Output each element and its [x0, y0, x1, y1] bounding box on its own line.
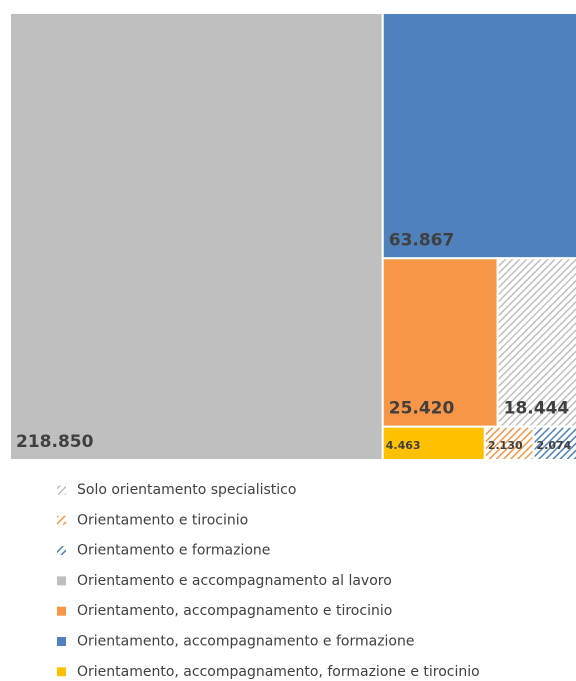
- legend-label: Orientamento, accompagnamento, formazion…: [77, 664, 480, 680]
- legend-swatch: [57, 515, 66, 525]
- value-label: 218.850: [16, 432, 94, 452]
- tile: [532, 425, 576, 462]
- legend-swatch: [57, 576, 66, 586]
- legend-swatch: [57, 485, 66, 495]
- legend-label: Solo orientamento specialistico: [77, 482, 296, 498]
- tile: [381, 257, 499, 428]
- legend-label: Orientamento e formazione: [77, 543, 270, 559]
- tile: [496, 257, 576, 428]
- tile: [9, 12, 384, 461]
- tile: [483, 425, 535, 462]
- legend-label: Orientamento, accompagnamento e formazio…: [77, 634, 414, 650]
- legend-swatch: [57, 637, 66, 646]
- legend-label: Orientamento e tirocinio: [77, 512, 248, 528]
- legend-swatch: [57, 546, 66, 556]
- value-label: 2.074: [537, 439, 572, 452]
- legend-label: Orientamento e accompagnamento al lavoro: [77, 573, 392, 589]
- tile: [381, 12, 576, 260]
- legend-label: Orientamento, accompagnamento e tirocini…: [77, 603, 392, 619]
- value-label: 4.463: [386, 439, 421, 452]
- value-label: 2.130: [488, 439, 523, 452]
- legend-swatch: [57, 606, 66, 616]
- value-label: 25.420: [389, 399, 455, 419]
- legend-swatch: [57, 667, 66, 677]
- tile: [381, 425, 486, 462]
- value-label: 18.444: [504, 399, 570, 419]
- value-label: 63.867: [389, 230, 455, 250]
